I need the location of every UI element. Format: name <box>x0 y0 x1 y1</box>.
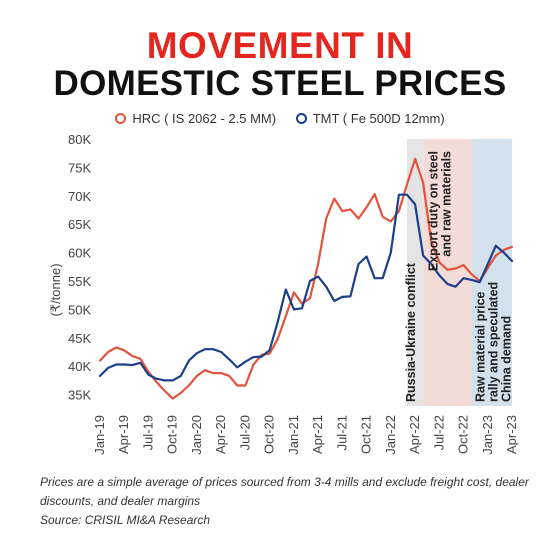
y-tick-label: 40K <box>68 359 91 374</box>
x-tick-label: Jan-20 <box>189 415 204 455</box>
x-tick-label: Jan-21 <box>286 415 301 455</box>
x-tick-label: Apr-22 <box>407 415 422 454</box>
chart-title-line1: MOVEMENT IN <box>146 25 414 66</box>
annotation-raw-material-line-0: Raw material price <box>474 291 488 402</box>
x-tick-label: Oct-19 <box>165 415 180 454</box>
legend-item-tmt: TMT ( Fe 500D 12mm) <box>295 111 445 126</box>
annotation-export-duty-line-0: Export duty on steel <box>427 151 441 271</box>
series-line-hrc <box>98 157 514 400</box>
x-tick-label: Oct-20 <box>262 415 277 454</box>
x-tick-label: Jul-20 <box>237 415 252 450</box>
y-tick-label: 65K <box>68 217 91 232</box>
legend-tmt-marker <box>295 113 307 124</box>
annotation-export-duty-line-1: and raw materials <box>440 151 454 257</box>
shaded-region-0 <box>406 139 424 406</box>
legend: HRC ( IS 2062 - 2.5 MM) TMT ( Fe 500D 12… <box>0 111 560 126</box>
x-tick-label: Jul-22 <box>431 415 446 450</box>
legend-hrc-label: HRC ( IS 2062 - 2.5 MM) <box>132 111 277 126</box>
source-note: Source: CRISIL MI&A Research <box>40 513 211 527</box>
x-tick-label: Jul-19 <box>140 415 155 450</box>
chart-title-line2: DOMESTIC STEEL PRICES <box>53 64 507 103</box>
x-tick-label: Apr-19 <box>116 415 131 454</box>
annotation-raw-material-line-2: China demand <box>500 316 514 402</box>
y-tick-label: 45K <box>68 331 91 346</box>
legend-tmt-label: TMT ( Fe 500D 12mm) <box>312 111 445 126</box>
y-tick-label: 70K <box>68 189 91 204</box>
x-tick-label: Jan-19 <box>92 415 107 455</box>
x-tick-label: Jul-21 <box>334 415 349 450</box>
y-tick-label: 75K <box>68 160 91 175</box>
legend-hrc-marker <box>115 113 127 124</box>
y-tick-label: 60K <box>68 246 91 261</box>
y-tick-label: 50K <box>68 302 91 317</box>
line-chart: 35K 40K 45K 50K 55K 60K 65K 70K 75K 80K (₹/tonne) J… <box>48 132 519 455</box>
x-tick-label: Apr-21 <box>310 415 325 454</box>
annotation-raw-material-line-1: rally and speculated <box>487 282 501 402</box>
x-tick-label: Jan-22 <box>383 415 398 455</box>
y-tick-label: 35K <box>68 388 91 403</box>
x-tick-label: Jan-23 <box>480 415 495 455</box>
y-tick-label: 80K <box>68 132 91 147</box>
shaded-region-1 <box>423 139 472 406</box>
series-line-tmt <box>98 193 514 382</box>
y-axis-label: (₹/tonne) <box>48 263 63 316</box>
x-tick-label: Apr-23 <box>504 415 519 454</box>
x-tick-label: Oct-22 <box>456 415 471 454</box>
legend-item-hrc: HRC ( IS 2062 - 2.5 MM) <box>115 111 276 126</box>
annotation-russia-ukraine-line-0: Russia-Ukraine conflict <box>404 262 418 402</box>
x-tick-label: Oct-21 <box>359 415 374 454</box>
footnote: Prices are a simple average of prices so… <box>40 475 529 508</box>
x-tick-label: Apr-20 <box>213 415 228 454</box>
shaded-region-2 <box>471 139 512 406</box>
y-tick-label: 55K <box>68 274 91 289</box>
